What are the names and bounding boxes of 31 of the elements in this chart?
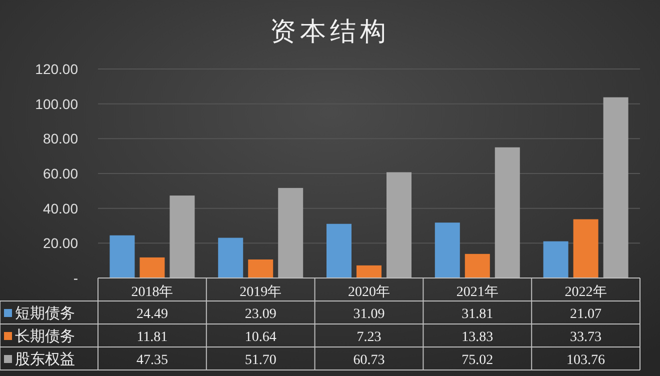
y-tick-label: 120.00 [35, 61, 78, 77]
data-label: 10.64 [244, 330, 276, 345]
data-label: 60.73 [353, 353, 385, 368]
chart-title: 资本结构 [270, 16, 390, 46]
x-tick-label: 2020年 [348, 284, 390, 300]
data-label: 75.02 [462, 353, 494, 368]
data-label: 13.83 [462, 330, 494, 345]
data-label: 11.81 [136, 330, 168, 345]
x-tick-label: 2019年 [240, 284, 282, 300]
data-label: 23.09 [244, 307, 276, 322]
legend-label: 长期债务 [15, 328, 75, 345]
data-label: 103.76 [566, 353, 606, 368]
legend-label: 短期债务 [15, 305, 75, 322]
data-label: 51.70 [244, 353, 276, 368]
x-tick-label: 2021年 [456, 284, 498, 300]
data-label: 7.23 [356, 330, 382, 345]
data-label: 47.35 [136, 353, 168, 368]
y-tick-label: 80.00 [42, 130, 78, 147]
legend-label: 股东权益 [15, 351, 75, 368]
y-tick-label: - [73, 270, 78, 286]
y-tick-label: 40.00 [42, 200, 78, 216]
x-tick-label: 2022年 [564, 284, 607, 300]
y-tick-label: 20.00 [42, 235, 78, 252]
data-label: 21.07 [570, 307, 602, 322]
data-label: 31.09 [353, 307, 385, 322]
data-label: 31.81 [462, 307, 494, 322]
x-tick-label: 2018年 [131, 284, 174, 300]
data-label: 24.49 [136, 307, 168, 322]
data-label: 33.73 [570, 330, 602, 345]
y-tick-label: 100.00 [35, 96, 78, 112]
y-tick-label: 60.00 [42, 166, 78, 182]
